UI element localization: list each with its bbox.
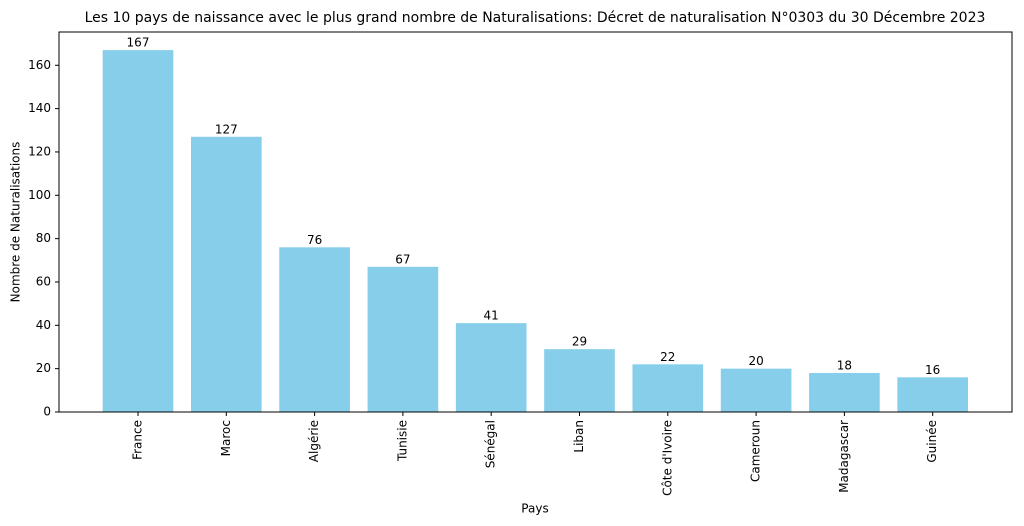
bar <box>190 136 262 413</box>
plot-frame <box>58 31 1013 413</box>
value-label: 127 <box>215 122 238 136</box>
y-tick-label: 160 <box>28 58 51 72</box>
value-label: 76 <box>307 233 322 247</box>
y-tick-label: 40 <box>36 318 51 332</box>
chart-title: Les 10 pays de naissance avec le plus gr… <box>85 10 986 26</box>
y-tick-label: 140 <box>28 101 51 115</box>
y-axis-label: Nombre de Naturalisations <box>9 142 23 303</box>
value-label: 67 <box>395 252 410 266</box>
y-tick-label: 0 <box>43 405 51 419</box>
bar <box>367 266 439 412</box>
y-tick-label: 20 <box>36 361 51 375</box>
value-label: 29 <box>572 335 587 349</box>
y-tick-label: 80 <box>36 231 51 245</box>
value-label: 20 <box>748 354 763 368</box>
x-tick-label: Sénégal <box>484 420 498 468</box>
x-tick-label: Cameroun <box>749 420 763 482</box>
bar <box>809 372 880 412</box>
bar <box>632 364 704 412</box>
x-tick-label: Tunisie <box>395 420 409 462</box>
y-tick-label: 100 <box>28 188 51 202</box>
value-label: 16 <box>925 363 940 377</box>
value-label: 22 <box>660 350 675 364</box>
x-tick-label: Algérie <box>307 420 321 462</box>
x-axis-label: Pays <box>521 502 548 516</box>
value-label: 41 <box>484 309 499 323</box>
bar <box>897 377 969 412</box>
x-tick-label: France <box>131 420 145 460</box>
x-tick-label: Madagascar <box>837 420 851 493</box>
y-tick-label: 120 <box>28 144 51 158</box>
bar <box>279 247 350 412</box>
x-tick-label: Guinée <box>925 420 939 463</box>
x-tick-label: Côte d'Ivoire <box>660 420 674 496</box>
bar <box>720 368 792 412</box>
bar <box>544 349 615 412</box>
value-label: 167 <box>127 36 150 50</box>
bar <box>102 50 174 412</box>
bar <box>455 323 527 412</box>
value-label: 18 <box>837 358 852 372</box>
x-tick-label: Maroc <box>219 420 233 456</box>
y-tick-label: 60 <box>36 274 51 288</box>
x-tick-label: Liban <box>572 420 586 453</box>
